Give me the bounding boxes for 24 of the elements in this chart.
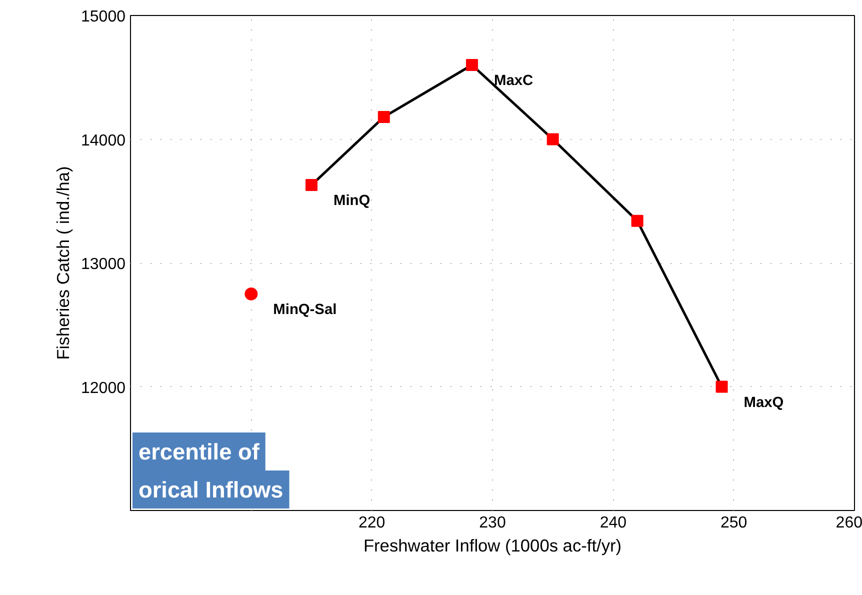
- point: [378, 110, 390, 123]
- y-tick-label: 15000: [81, 8, 126, 26]
- x-axis-title: Freshwater Inflow (1000s ac-ft/yr): [363, 536, 622, 556]
- x-tick-label: 260: [836, 514, 862, 532]
- point: [631, 214, 644, 227]
- y-tick-label: 12000: [81, 380, 126, 397]
- point: [466, 59, 478, 71]
- annotation: MinQ: [334, 193, 370, 210]
- point: [306, 179, 318, 192]
- y-axis-title: Fisheries Catch ( ind./ha): [53, 166, 74, 360]
- annotation: MaxC: [494, 73, 534, 89]
- annotation: MinQ-Sal: [273, 302, 337, 318]
- x-tick-label: 240: [600, 514, 627, 532]
- y-tick-label: 14000: [81, 132, 126, 150]
- point: [244, 287, 258, 300]
- x-tick-label: 250: [720, 514, 748, 532]
- annotation: MaxQ: [744, 394, 784, 411]
- point: [546, 133, 559, 146]
- annotation: ercentile of: [138, 438, 260, 464]
- x-tick-label: 230: [479, 514, 506, 532]
- annotation: orical Inflows: [138, 476, 284, 502]
- point: [716, 380, 728, 393]
- y-tick-label: 13000: [81, 256, 126, 273]
- x-tick-label: 220: [358, 514, 386, 532]
